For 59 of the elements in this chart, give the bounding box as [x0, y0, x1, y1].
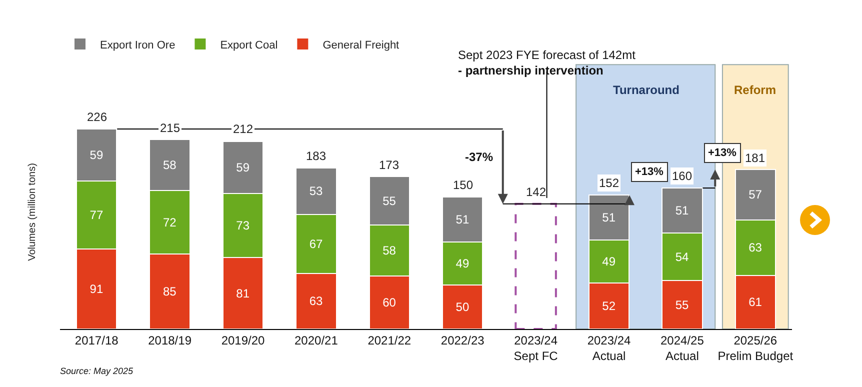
data-label: 85 — [162, 284, 177, 299]
x-tick-label: 2022/23 — [440, 333, 485, 348]
total-label: 181 — [745, 151, 766, 165]
data-label: 61 — [748, 295, 762, 310]
legend-label: General Freight — [322, 39, 400, 52]
x-tick-label: 2023/24 Sept FC — [514, 333, 558, 363]
total-label: 150 — [453, 178, 474, 192]
data-label: 59 — [236, 160, 250, 174]
x-tick-label: 2018/19 — [148, 333, 192, 348]
data-label: 49 — [602, 254, 616, 269]
total-label: 152 — [599, 176, 620, 190]
data-label: 51 — [602, 210, 616, 225]
data-label: 60 — [382, 296, 396, 310]
data-label: 72 — [162, 215, 177, 230]
data-label: 52 — [602, 299, 616, 314]
band-label: Reform — [734, 83, 776, 97]
bar — [514, 202, 557, 329]
source-note: Source: May 2025 — [60, 366, 134, 376]
data-label: 54 — [675, 250, 690, 264]
data-label: 63 — [748, 240, 762, 255]
data-label: 49 — [456, 256, 470, 270]
data-label: 55 — [382, 194, 396, 208]
data-label: 55 — [675, 298, 690, 312]
y-axis-title: Volumes (million tons) — [27, 163, 38, 261]
total-label: 173 — [379, 158, 400, 172]
total-label: 226 — [87, 110, 108, 124]
data-label: 58 — [162, 158, 177, 172]
total-label: 215 — [160, 121, 180, 135]
data-label: 67 — [309, 236, 324, 251]
x-tick-label: 2021/22 — [368, 333, 412, 348]
data-label: 73 — [236, 218, 250, 232]
data-label: 51 — [675, 203, 690, 218]
x-tick-label: 2025/26 Prelim Budget — [718, 333, 794, 363]
data-label: 63 — [309, 294, 324, 308]
data-label: 57 — [748, 188, 762, 202]
x-tick-label: 2019/20 — [221, 333, 266, 348]
total-label: 160 — [672, 169, 692, 183]
total-label: 212 — [233, 122, 254, 136]
x-tick-label: 2017/18 — [74, 333, 119, 348]
data-label: 91 — [90, 282, 104, 296]
data-label: 51 — [456, 212, 470, 226]
band-label: Turnaround — [613, 83, 680, 97]
data-label: 77 — [90, 208, 104, 222]
annotation: -37% — [465, 150, 494, 164]
data-label: 142 — [526, 185, 546, 199]
x-tick-label: 2024/25 Actual — [660, 333, 704, 363]
legend-label: Export Coal — [220, 39, 278, 52]
text: Sept 2023 FYE forecast of 142mt - partnership intervention — [458, 48, 636, 78]
data-label: 50 — [456, 300, 470, 314]
x-tick-label: 2020/21 — [294, 333, 338, 348]
x-tick-label: 2023/24 Actual — [587, 333, 632, 363]
annotation: +13% — [708, 147, 737, 159]
data-label: 81 — [236, 286, 250, 300]
total-label: 183 — [306, 149, 326, 163]
data-label: 58 — [382, 244, 396, 258]
data-label: 53 — [309, 184, 324, 198]
data-label: 59 — [90, 148, 104, 162]
annotation: +13% — [635, 166, 664, 178]
legend-label: Export Iron Ore — [100, 39, 176, 52]
